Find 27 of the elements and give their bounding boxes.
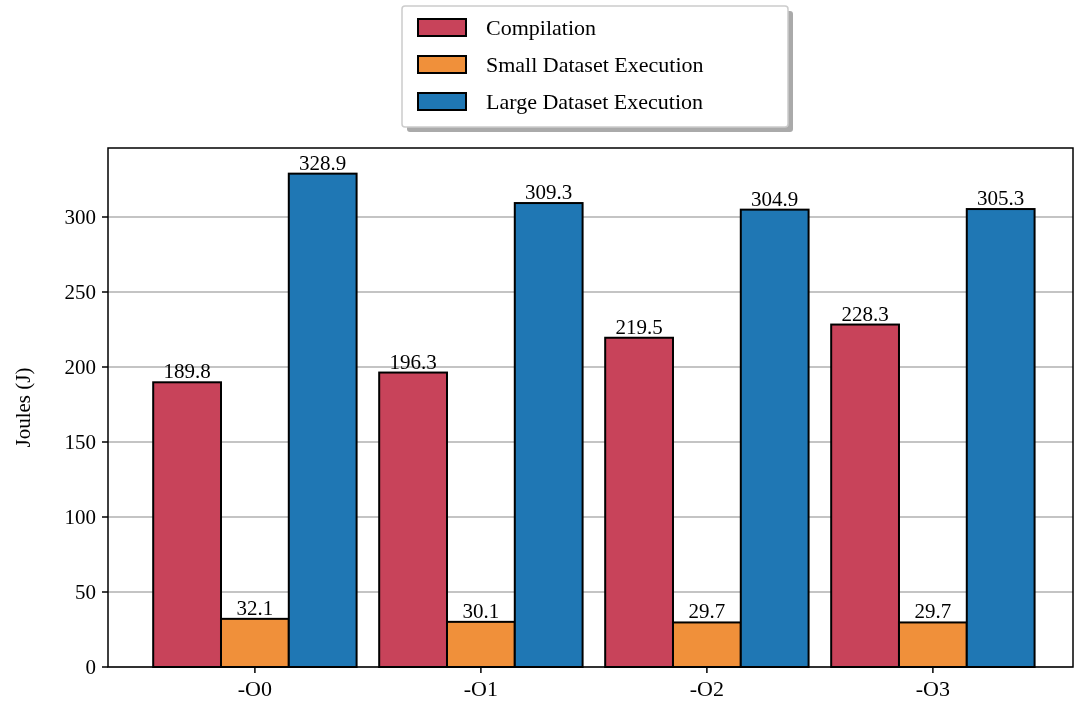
y-tick-label: 150: [64, 430, 96, 454]
data-label: 228.3: [841, 301, 889, 326]
data-label: 328.9: [299, 150, 347, 175]
data-label: 304.9: [751, 186, 799, 211]
legend-label: Compilation: [486, 15, 596, 40]
y-tick-label: 0: [85, 655, 96, 679]
data-label: 32.1: [236, 595, 274, 620]
y-tick-label: 300: [64, 205, 96, 229]
data-label: 29.7: [688, 599, 726, 624]
x-tick-label: -O0: [237, 676, 273, 701]
data-label: 189.8: [163, 359, 211, 384]
data-label: 305.3: [977, 186, 1025, 211]
y-tick-label: 100: [64, 505, 96, 529]
y-tick-label: 250: [64, 280, 96, 304]
data-label: 30.1: [462, 598, 500, 623]
x-tick-label: -O1: [463, 676, 498, 701]
x-tick-label: -O2: [689, 676, 724, 701]
data-label: 196.3: [389, 349, 437, 374]
legend-label: Small Dataset Execution: [486, 52, 704, 77]
legend-label: Large Dataset Execution: [486, 89, 704, 114]
y-tick-label: 50: [75, 580, 96, 604]
y-axis-title: Joules (J): [11, 367, 35, 448]
y-tick-label: 200: [64, 355, 96, 379]
data-label: 219.5: [615, 314, 663, 339]
data-label: 29.7: [914, 599, 952, 624]
data-label: 309.3: [525, 180, 573, 205]
x-tick-label: -O3: [915, 676, 950, 701]
